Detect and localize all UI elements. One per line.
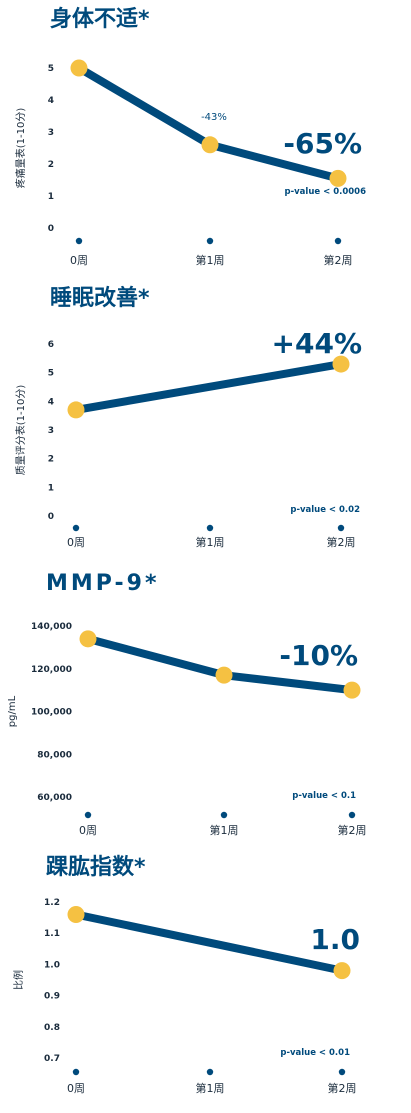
x-axis-dot [206,524,214,532]
y-tick-label: 1 [48,192,54,202]
data-point [201,136,219,154]
x-axis-dot [75,237,83,245]
change-annotation: 1.0 [310,923,360,956]
y-tick-label: 0.9 [44,992,60,1002]
chart-title: 身体不适* [50,6,150,32]
data-point [329,169,347,187]
x-axis-dot [72,524,80,532]
x-tick-label: 第2周 [327,535,356,549]
x-tick-label: 第1周 [196,535,225,549]
y-tick-label: 0 [48,224,54,234]
y-tick-label: 60,000 [37,793,72,803]
x-tick-label: 第1周 [196,253,225,267]
y-axis-label: 比例 [12,970,25,990]
y-tick-label: 0.8 [44,1023,60,1033]
y-axis-label: 疼痛量表(1-10分) [14,108,27,189]
change-annotation: -10% [279,639,358,672]
chart-title: MMP-9* [46,571,159,596]
y-tick-label: 1.0 [44,960,60,970]
x-tick-label: 第2周 [324,253,353,267]
y-tick-label: 4 [48,96,54,106]
y-axis-label: pg/mL [7,695,18,727]
x-axis-dot [84,811,92,819]
p-value-label: p-value < 0.1 [292,791,356,801]
y-tick-label: 140,000 [31,622,72,632]
x-axis-dot [338,1068,346,1076]
data-point [333,962,351,980]
x-tick-label: 0周 [70,254,88,267]
y-tick-label: 100,000 [31,708,72,718]
x-axis-dot [220,811,228,819]
y-tick-label: 1.1 [44,929,60,939]
p-value-label: p-value < 0.02 [290,505,360,515]
data-point [79,630,97,648]
y-tick-label: 1.2 [44,898,60,908]
x-tick-label: 0周 [67,536,85,549]
x-axis-dot [337,524,345,532]
data-point [343,681,361,699]
x-axis-dot [206,237,214,245]
data-point [215,666,233,684]
x-tick-label: 第1周 [196,1081,225,1095]
y-tick-label: 2 [48,455,54,465]
series-line [75,64,342,183]
y-tick-label: 4 [48,397,54,407]
series-line [72,910,346,975]
chart-title: 踝肱指数* [46,854,146,880]
x-tick-label: 第2周 [338,823,367,837]
series-line [72,360,345,414]
x-tick-label: 0周 [79,824,97,837]
y-tick-label: 80,000 [37,750,72,760]
y-tick-label: 2 [48,160,54,170]
y-tick-label: 0.7 [44,1054,60,1064]
y-tick-label: 5 [48,369,54,379]
x-tick-label: 0周 [67,1082,85,1095]
y-tick-label: 120,000 [31,665,72,675]
data-point [70,59,88,77]
y-tick-label: 6 [48,340,54,350]
y-tick-label: 5 [48,64,54,74]
x-axis-dot [334,237,342,245]
p-value-label: p-value < 0.0006 [285,187,367,197]
change-annotation: +44% [272,327,362,360]
data-point [332,355,350,373]
change-annotation: -65% [283,127,362,160]
y-tick-label: 0 [48,512,54,522]
p-value-label: p-value < 0.01 [280,1048,350,1058]
x-tick-label: 第1周 [210,823,239,837]
y-axis-label: 质量评分表(1-10分) [14,385,27,476]
change-annotation: -43% [201,112,227,123]
chart-title: 睡眠改善* [50,285,150,311]
y-tick-label: 3 [48,426,54,436]
y-tick-label: 3 [48,128,54,138]
x-axis-dot [72,1068,80,1076]
x-tick-label: 第2周 [328,1081,357,1095]
x-axis-dot [206,1068,214,1076]
data-point [67,905,85,923]
y-tick-label: 1 [48,483,54,493]
x-axis-dot [348,811,356,819]
data-point [67,401,85,419]
